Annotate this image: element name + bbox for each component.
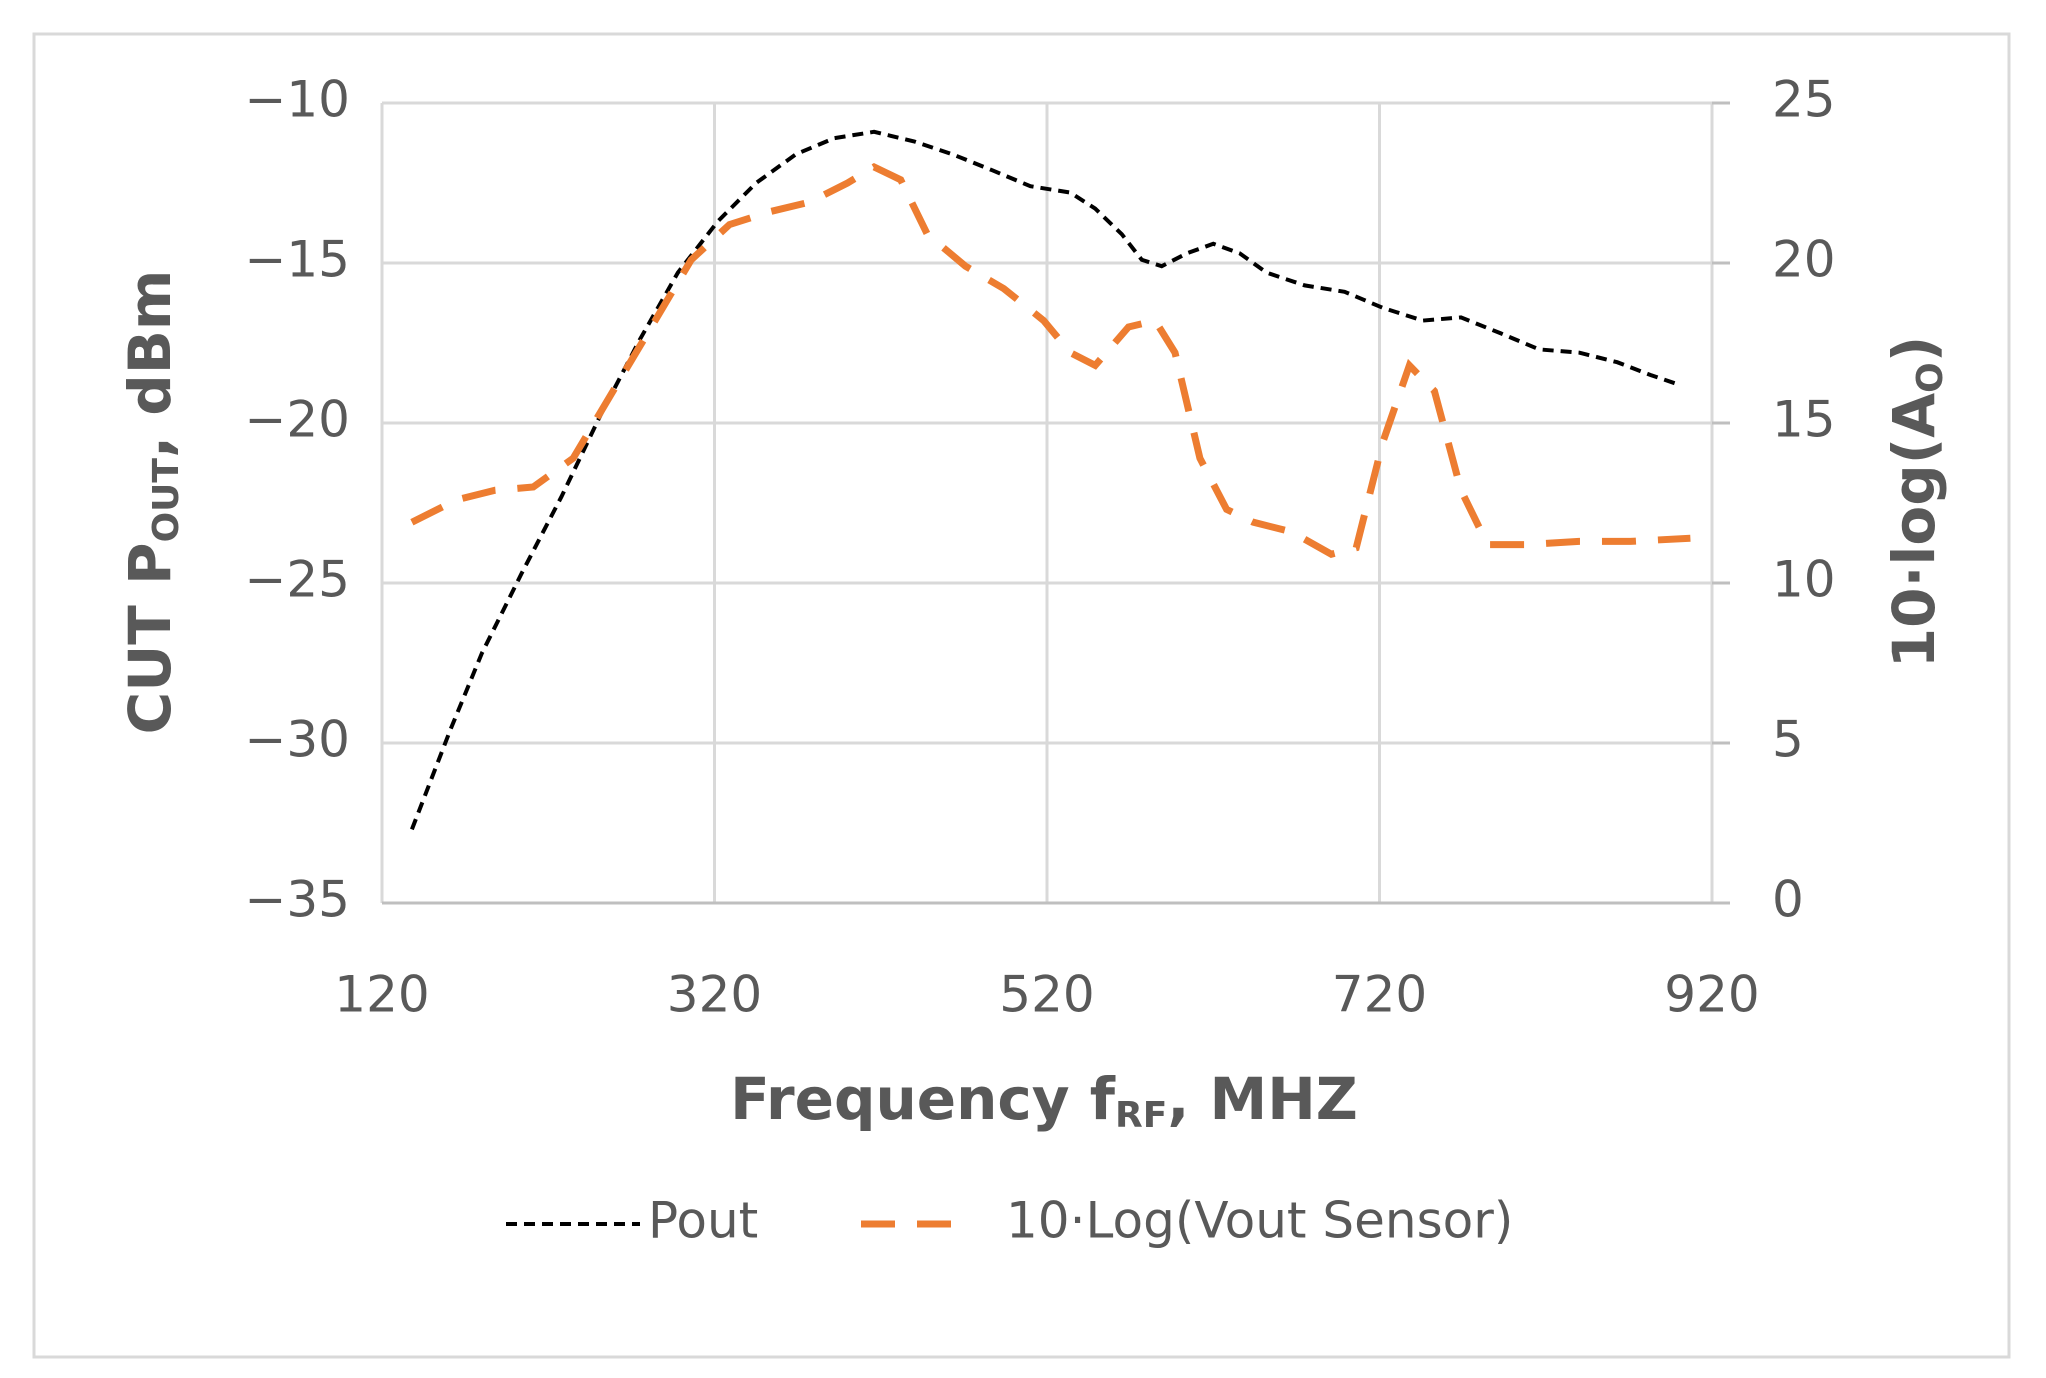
legend-label: 10·Log(Vout Sensor) xyxy=(1006,1192,1513,1250)
y-tick-label: −30 xyxy=(244,711,350,769)
y2-tick-label: 15 xyxy=(1772,391,1836,449)
y-axis-title-part: OUT xyxy=(146,458,187,543)
y2-axis-title-part: ) xyxy=(1880,336,1948,363)
y2-tick-label: 0 xyxy=(1772,871,1804,929)
y2-axis-title-part: 10·log(A xyxy=(1880,393,1948,668)
chart-frame xyxy=(32,32,2011,1359)
x-tick-label: 520 xyxy=(999,966,1094,1024)
x-axis-title-part: RF xyxy=(1115,1095,1167,1136)
y-tick-label: −20 xyxy=(244,391,350,449)
y2-axis-title-part: O xyxy=(1910,362,1951,393)
x-axis-title: Frequency fRF, MHZ xyxy=(730,1065,1358,1136)
x-tick-label: 120 xyxy=(334,966,429,1024)
x-tick-label: 920 xyxy=(1664,966,1759,1024)
x-tick-label: 320 xyxy=(667,966,762,1024)
x-axis-title-part: , MHZ xyxy=(1167,1065,1358,1133)
x-tick-label: 720 xyxy=(1332,966,1427,1024)
y-tick-label: −25 xyxy=(244,551,350,609)
x-axis-title-part: Frequency f xyxy=(730,1065,1116,1133)
y-tick-label: −15 xyxy=(244,231,350,289)
y-axis-title: CUT POUT, dBm xyxy=(116,270,187,735)
y2-tick-label: 20 xyxy=(1772,231,1836,289)
y-tick-label: −35 xyxy=(244,871,350,929)
y2-tick-label: 10 xyxy=(1772,551,1836,609)
y2-axis-title: 10·log(AO) xyxy=(1880,336,1951,669)
y2-tick-label: 5 xyxy=(1772,711,1804,769)
y2-tick-label: 25 xyxy=(1772,71,1836,129)
series-line xyxy=(410,163,1691,558)
y-axis-title-part: CUT P xyxy=(116,542,184,734)
y-axis-title-part: , dBm xyxy=(116,270,184,458)
legend-label: Pout xyxy=(648,1192,758,1250)
y-tick-label: −10 xyxy=(244,71,350,129)
